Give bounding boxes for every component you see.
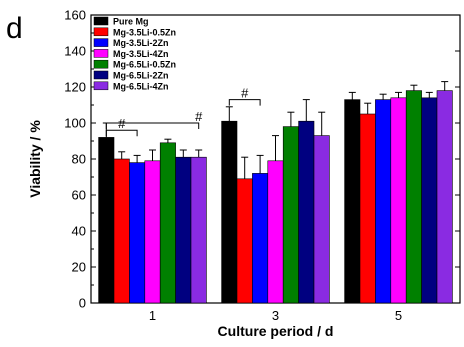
bar bbox=[344, 99, 361, 304]
legend-label: Mg-6.5Li-2Zn bbox=[113, 71, 169, 81]
x-tick-label: 1 bbox=[149, 308, 156, 323]
legend-swatch bbox=[93, 38, 109, 47]
significance-bracket bbox=[105, 129, 138, 137]
y-tick-label: 120 bbox=[64, 80, 86, 95]
legend-swatch bbox=[93, 16, 109, 26]
bar bbox=[267, 160, 284, 304]
bar bbox=[298, 120, 315, 304]
legend-swatch bbox=[93, 81, 109, 91]
bar bbox=[436, 90, 453, 304]
x-tick-label: 5 bbox=[395, 308, 402, 323]
y-tick-label: 20 bbox=[72, 260, 86, 275]
panel-label: d bbox=[6, 12, 23, 45]
significance-bracket bbox=[105, 122, 200, 129]
bar bbox=[221, 120, 238, 304]
x-tick-label: 3 bbox=[272, 308, 279, 323]
bar bbox=[390, 97, 407, 304]
legend: Pure MgMg-3.5Li-0.5ZnMg-3.5Li-2ZnMg-3.5L… bbox=[93, 16, 176, 91]
legend-swatch bbox=[93, 49, 109, 58]
x-axis-title: Culture period / d bbox=[218, 323, 334, 339]
bar bbox=[375, 99, 392, 304]
bar bbox=[282, 126, 299, 304]
y-tick-label: 80 bbox=[72, 152, 86, 167]
bar bbox=[359, 113, 376, 304]
bar bbox=[421, 97, 438, 304]
bar bbox=[190, 156, 207, 304]
significance-mark: # bbox=[118, 116, 126, 131]
y-axis-title: Viability / % bbox=[27, 120, 43, 198]
legend-swatch bbox=[93, 70, 109, 80]
bar bbox=[159, 142, 176, 304]
legend-label: Mg-6.5Li-0.5Zn bbox=[113, 60, 176, 70]
bar bbox=[175, 156, 192, 304]
legend-label: Mg-3.5Li-2Zn bbox=[113, 38, 169, 48]
bar bbox=[236, 178, 253, 304]
bar bbox=[313, 135, 330, 304]
legend-label: Mg-3.5Li-0.5Zn bbox=[113, 27, 176, 37]
y-axis: 0 20 40 60 80 100 120 140 160 bbox=[64, 8, 460, 311]
significance-bracket bbox=[228, 99, 261, 106]
bar bbox=[98, 137, 115, 304]
bar bbox=[405, 90, 422, 304]
significance-mark: # bbox=[241, 86, 249, 101]
y-tick-label: 100 bbox=[64, 116, 86, 131]
y-tick-label: 0 bbox=[79, 296, 86, 311]
bar bbox=[113, 158, 130, 304]
legend-label: Mg-3.5Li-4Zn bbox=[113, 49, 169, 59]
y-tick-label: 60 bbox=[72, 188, 86, 203]
bar bbox=[129, 162, 146, 304]
bar bbox=[252, 173, 269, 304]
significance-mark: # bbox=[195, 109, 203, 124]
y-tick-label: 140 bbox=[64, 44, 86, 59]
bars bbox=[98, 90, 453, 304]
legend-label: Pure Mg bbox=[113, 17, 149, 27]
legend-swatch bbox=[93, 27, 109, 37]
y-tick-label: 160 bbox=[64, 8, 86, 23]
significance-annotations: # # # bbox=[105, 86, 261, 137]
legend-label: Mg-6.5Li-4Zn bbox=[113, 81, 169, 91]
y-tick-label: 40 bbox=[72, 224, 86, 239]
bar bbox=[144, 160, 161, 304]
legend-swatch bbox=[93, 59, 109, 69]
